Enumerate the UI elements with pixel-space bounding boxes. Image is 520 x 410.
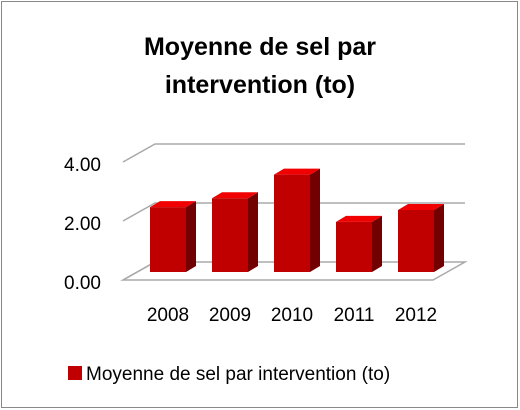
x-tick-label: 2009 — [209, 305, 251, 326]
legend-label: Moyenne de sel par intervention (to) — [86, 364, 390, 385]
x-tick-label: 2011 — [334, 305, 375, 326]
bar-top — [212, 192, 258, 199]
bar-top — [398, 204, 444, 211]
x-tick-label: 2012 — [395, 305, 437, 326]
grid-line — [122, 143, 465, 163]
x-tick-label: 2010 — [271, 305, 313, 326]
bar-top — [274, 168, 320, 175]
bar-top — [150, 201, 196, 208]
y-tick-label: 0.00 — [64, 273, 101, 294]
bar-side — [372, 215, 382, 272]
bar-side — [186, 201, 196, 272]
tick-mark — [122, 261, 156, 281]
bar-front — [336, 221, 372, 272]
grid-line — [122, 202, 465, 222]
legend-swatch — [68, 366, 82, 380]
bar-front — [150, 207, 186, 272]
bar — [212, 192, 258, 272]
bar-front — [274, 174, 310, 272]
bar — [336, 215, 382, 272]
bar — [398, 204, 444, 272]
bar-top — [336, 215, 382, 222]
y-tick-label: 2.00 — [64, 214, 101, 235]
bar-front — [212, 198, 248, 272]
bar-front — [398, 210, 434, 272]
bar-side — [310, 168, 320, 272]
x-tick-label: 2008 — [147, 305, 189, 326]
y-tick-label: 4.00 — [64, 155, 101, 176]
bar — [150, 201, 196, 272]
bar — [274, 168, 320, 272]
bar-side — [248, 192, 258, 272]
chart-title: Moyenne de sel par intervention (to) — [143, 33, 377, 99]
bar-side — [434, 204, 444, 272]
